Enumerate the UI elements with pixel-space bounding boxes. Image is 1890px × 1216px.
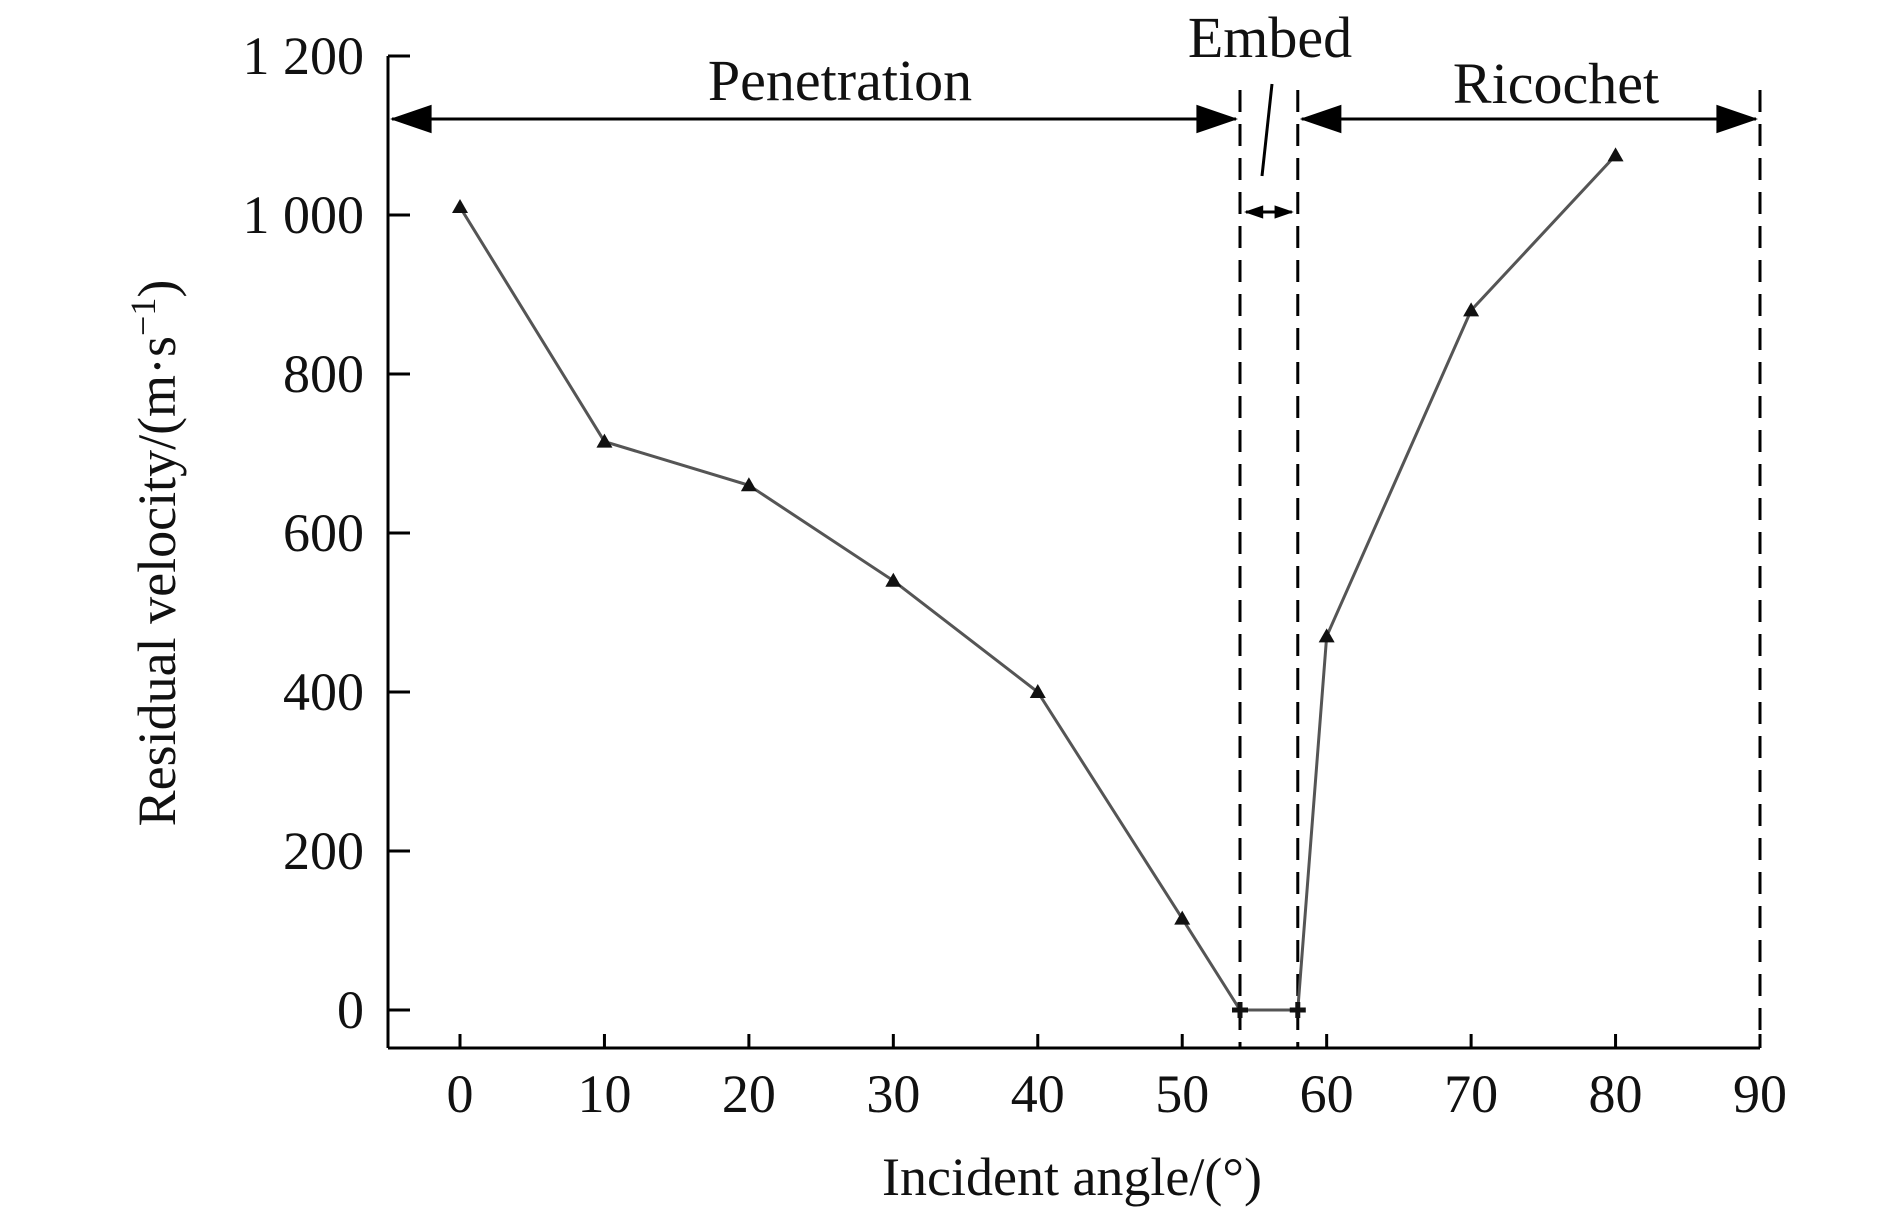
x-tick-label: 80 [1589, 1064, 1643, 1124]
x-tick-label: 50 [1155, 1064, 1209, 1124]
arrow-head [1244, 205, 1264, 219]
region-boundaries [1238, 90, 1762, 1048]
data-point [885, 572, 902, 587]
data-point [1029, 684, 1046, 698]
arrow-head [1299, 104, 1342, 134]
data-point [596, 433, 613, 448]
y-tick-label: 800 [283, 344, 364, 404]
y-tick-label: 600 [283, 503, 364, 563]
y-tick-label: 200 [283, 821, 364, 881]
region-ricochet: Ricochet [1299, 51, 1758, 134]
x-tick-label: 60 [1300, 1064, 1354, 1124]
x-tick-label: 20 [722, 1064, 776, 1124]
y-axis-title-superscript: −1 [123, 298, 163, 336]
data-point [740, 477, 757, 492]
region-label: Ricochet [1453, 51, 1659, 116]
data-point [1232, 1002, 1248, 1018]
region-label: Embed [1188, 5, 1352, 70]
arrow-head [1274, 205, 1294, 219]
series-line [458, 154, 1617, 1012]
y-tick-label: 400 [283, 662, 364, 722]
region-annotations: Penetration Embed Ricochet [390, 5, 1758, 219]
data-point [452, 199, 468, 214]
x-ticks: 0 10 20 30 40 50 60 70 80 90 [447, 1034, 1787, 1124]
y-axis-title: Residual velocity/(m·s−1) [123, 280, 187, 827]
region-label: Penetration [708, 48, 972, 113]
x-tick-label: 90 [1733, 1064, 1787, 1124]
arrow-head [390, 104, 432, 134]
x-tick-label: 70 [1444, 1064, 1498, 1124]
data-point [1318, 628, 1335, 643]
data-point [1607, 147, 1624, 162]
series [452, 147, 1624, 1018]
arrow-head [1716, 104, 1758, 134]
y-tick-label: 1 200 [243, 26, 365, 86]
x-tick-label: 0 [447, 1064, 474, 1124]
y-ticks: 0 200 400 600 800 1 000 1 200 [243, 26, 410, 1040]
x-tick-label: 30 [866, 1064, 920, 1124]
y-tick-label: 0 [337, 980, 364, 1040]
x-tick-label: 40 [1011, 1064, 1065, 1124]
x-tick-label: 10 [577, 1064, 631, 1124]
arrow-head [1196, 104, 1238, 134]
region-embed: Embed [1188, 5, 1352, 219]
y-tick-label: 1 000 [243, 185, 365, 245]
x-axis-title: Incident angle/(°) [882, 1147, 1262, 1207]
y-axis-title-main: Residual velocity/(m·s [127, 336, 187, 826]
embed-leader-line [1260, 83, 1274, 177]
y-axis-title-close: ) [127, 280, 187, 298]
data-point [1463, 302, 1480, 317]
axes [386, 56, 1760, 1050]
data-point [1289, 1002, 1306, 1018]
data-point [1174, 910, 1191, 925]
region-penetration: Penetration [390, 48, 1238, 134]
